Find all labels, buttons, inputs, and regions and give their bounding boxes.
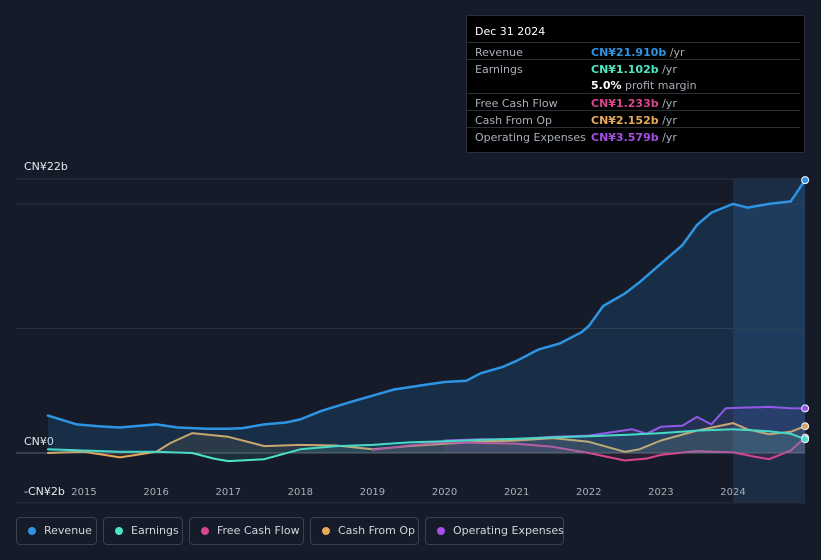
tooltip-panel: Dec 31 2024 Revenue CN¥21.910b /yr Earni… [466,15,805,153]
legend-label: Earnings [131,524,179,537]
x-tick-label: 2016 [143,487,168,498]
free-cash-flow-dot-icon [201,527,209,535]
tooltip-row-earnings: Earnings CN¥1.102b /yr [467,59,800,77]
tooltip-unit: /yr [666,46,685,59]
legend-item-cash-from-op[interactable]: Cash From Op [310,517,419,545]
cash-from-op-dot-icon [322,527,330,535]
free-cash-flow-line [371,436,807,462]
operating-expenses-end-point [801,404,810,413]
tooltip-value: CN¥21.910b [591,46,667,59]
tooltip-unit: /yr [658,97,677,110]
x-tick-label: 2021 [504,487,529,498]
x-tick-label: 2022 [576,487,601,498]
operating-expenses-area [444,406,806,453]
y-tick-label: CN¥22b [24,160,68,173]
x-tick-label: 2019 [360,487,385,498]
y-tick-label: -CN¥2b [24,485,65,498]
legend-label: Revenue [44,524,92,537]
x-tick-label: 2018 [288,487,313,498]
cash-from-op-end-point [801,422,810,431]
tooltip-label: Earnings [475,63,523,76]
y-tick-label: CN¥0 [24,435,54,448]
tooltip-unit: /yr [658,131,677,144]
x-tick-label: 2015 [71,487,96,498]
tooltip-value: CN¥2.152b [591,114,659,127]
tooltip-value: 5.0% [591,79,622,92]
legend-item-revenue[interactable]: Revenue [16,517,97,545]
x-tick-label: 2017 [215,487,240,498]
tooltip-value: CN¥1.233b [591,97,659,110]
earnings-dot-icon [115,527,123,535]
tooltip-label: Free Cash Flow [475,97,558,110]
legend-label: Cash From Op [338,524,416,537]
revenue-area [47,180,806,453]
tooltip-date: Dec 31 2024 [475,25,546,38]
tooltip-row-fcf: Free Cash Flow CN¥1.233b /yr [467,93,800,111]
x-tick-label: 2023 [648,487,673,498]
legend-item-free-cash-flow[interactable]: Free Cash Flow [189,517,304,545]
x-tick-label: 2020 [432,487,457,498]
cash-from-op-area [47,423,806,458]
legend-item-operating-expenses[interactable]: Operating Expenses [425,517,564,545]
tooltip-row-revenue: Revenue CN¥21.910b /yr [467,42,800,60]
tooltip-label: Revenue [475,46,523,59]
earnings-area [47,429,806,462]
revenue-dot-icon [28,527,36,535]
earnings-line [46,428,807,463]
tooltip-value: CN¥1.102b [591,63,659,76]
tooltip-value: CN¥3.579b [591,131,659,144]
tooltip-label: Operating Expenses [475,131,586,144]
revenue-end-point [801,176,810,185]
legend-item-earnings[interactable]: Earnings [103,517,183,545]
tooltip-unit: /yr [658,63,677,76]
operating-expenses-dot-icon [437,527,445,535]
tooltip-row-cfo: Cash From Op CN¥2.152b /yr [467,110,800,128]
tooltip-row-opex: Operating Expenses CN¥3.579b /yr [467,127,800,145]
tooltip-unit: /yr [658,114,677,127]
legend-label: Free Cash Flow [217,524,300,537]
tooltip-unit: profit margin [621,79,697,92]
revenue-line [46,178,807,430]
tooltip-label: Cash From Op [475,114,553,127]
legend-label: Operating Expenses [453,524,564,537]
x-tick-label: 2024 [720,487,745,498]
tooltip-row-margin: 5.0% profit margin [467,76,800,93]
earnings-end-point [801,435,810,444]
